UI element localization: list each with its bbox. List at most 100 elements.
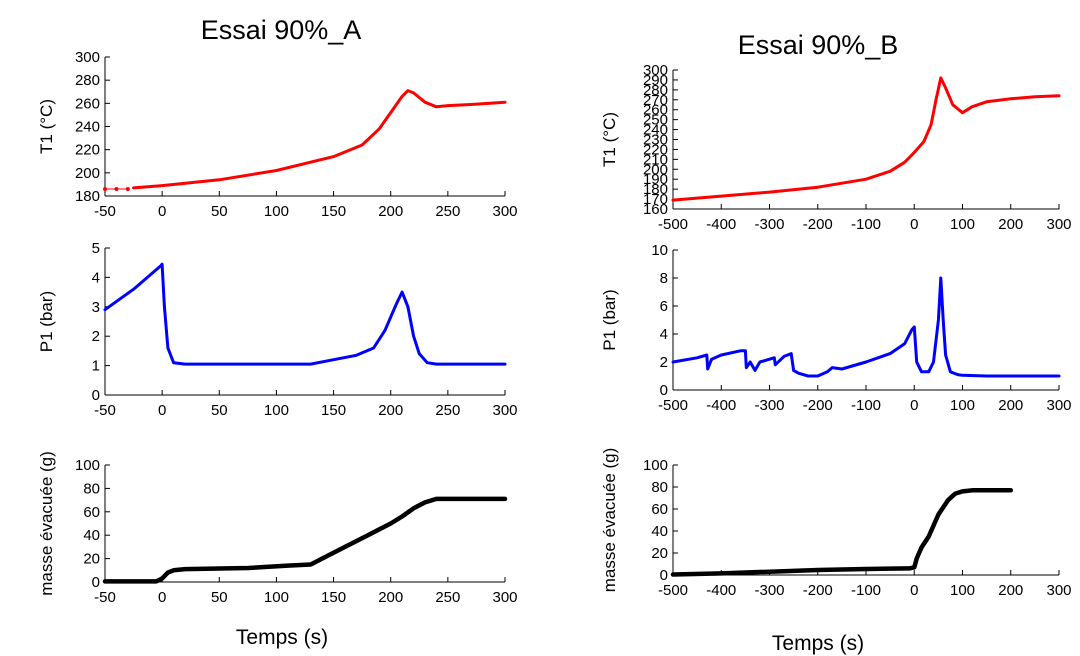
series-line [132,89,507,190]
y-tick-label: 300 [643,62,668,79]
x-tick-label: -100 [851,397,881,414]
x-tick-label: 300 [1046,397,1071,414]
y-tick-label: 260 [75,95,100,112]
y-tick-label: 60 [83,504,100,521]
xlabel-right: Temps (s) [772,632,864,655]
title-essai-a: Essai 90%_A [201,15,362,45]
x-tick-label: 250 [435,589,460,606]
x-tick-label: -300 [754,397,784,414]
x-tick-label: -50 [94,589,116,606]
y-tick-label: 230 [643,132,668,149]
x-tick-label: -500 [658,582,688,599]
y-tick-label: 20 [83,551,100,568]
y-tick-label: 2 [660,354,668,371]
series-line [671,276,1061,378]
y-axis-label: masse évacuée (g) [600,448,619,593]
x-tick-label: 200 [378,589,403,606]
x-tick-label: -300 [754,582,784,599]
x-tick-label: 0 [158,402,166,419]
x-tick-label: -100 [851,216,881,233]
x-tick-label: 0 [910,216,918,233]
y-tick-label: 290 [643,72,668,89]
y-tick-label: 250 [643,112,668,129]
y-tick-label: 260 [643,102,668,119]
y-tick-label: 80 [83,480,100,497]
series-line [671,76,1061,202]
x-tick-label: 0 [158,203,166,220]
x-tick-label: 0 [158,589,166,606]
x-tick-label: -200 [803,582,833,599]
x-tick-label: 150 [321,589,346,606]
x-tick-label: 300 [492,402,517,419]
y-tick-label: 3 [92,299,100,316]
x-tick-label: 0 [910,582,918,599]
y-tick-label: 240 [75,119,100,136]
y-axis-label: P1 (bar) [600,289,619,350]
y-tick-label: 160 [643,201,668,218]
x-tick-label: 300 [492,589,517,606]
x-tick-label: 100 [950,582,975,599]
y-axis-label: P1 (bar) [37,291,56,352]
x-tick-label: -400 [706,582,736,599]
y-tick-label: 200 [643,161,668,178]
x-tick-label: 200 [378,402,403,419]
y-tick-label: 100 [643,457,668,474]
x-tick-label: 300 [1046,216,1071,233]
x-tick-label: 50 [211,402,228,419]
y-tick-label: 80 [651,479,668,496]
x-tick-label: -200 [803,397,833,414]
y-tick-label: 4 [660,326,668,343]
x-tick-label: 100 [264,203,289,220]
x-tick-label: 200 [998,397,1023,414]
x-tick-label: 100 [950,397,975,414]
y-tick-label: 220 [75,142,100,159]
x-tick-label: -50 [94,402,116,419]
x-tick-label: 200 [998,216,1023,233]
x-tick-label: 200 [998,582,1023,599]
x-tick-label: 150 [321,402,346,419]
y-tick-label: 220 [643,141,668,158]
x-tick-label: 250 [435,203,460,220]
data-point [125,187,130,192]
y-tick-label: 60 [651,501,668,518]
y-tick-label: 240 [643,122,668,139]
y-axis-label: T1 (°C) [600,112,619,167]
y-tick-label: 40 [83,527,100,544]
y-tick-label: 0 [660,567,668,584]
y-tick-label: 200 [75,165,100,182]
y-tick-label: 210 [643,151,668,168]
series-line [670,488,1014,577]
y-tick-label: 180 [75,188,100,205]
x-tick-label: -100 [851,582,881,599]
y-tick-label: 10 [651,242,668,259]
x-tick-label: -400 [706,397,736,414]
y-tick-label: 5 [92,240,100,257]
x-tick-label: 100 [264,589,289,606]
x-tick-label: 100 [264,402,289,419]
y-tick-label: 8 [660,270,668,287]
x-tick-label: 100 [950,216,975,233]
x-tick-label: 250 [435,402,460,419]
x-tick-label: 0 [910,397,918,414]
y-tick-label: 0 [92,387,100,404]
chart-b-t1: -500 -400 -300 -200 -100 0 100 200 300 1601701801… [600,62,1072,233]
y-tick-label: 100 [75,457,100,474]
y-tick-label: 0 [660,382,668,399]
series-line [103,262,507,366]
x-tick-label: -50 [94,203,116,220]
xlabel-left: Temps (s) [236,626,328,649]
x-tick-label: -400 [706,216,736,233]
x-tick-label: 200 [378,203,403,220]
y-axis-label: T1 (°C) [37,99,56,154]
y-tick-label: 4 [92,269,100,286]
x-tick-label: -500 [658,216,688,233]
y-axis-label: masse évacuée (g) [37,451,56,596]
chart-b-p1: -500 -400 -300 -200 -100 0 100 200 300 0 2 4 6 8 10 P1 … [600,242,1072,414]
y-tick-label: 270 [643,92,668,109]
y-tick-label: 280 [643,82,668,99]
y-tick-label: 1 [92,358,100,375]
y-tick-label: 2 [92,328,100,345]
